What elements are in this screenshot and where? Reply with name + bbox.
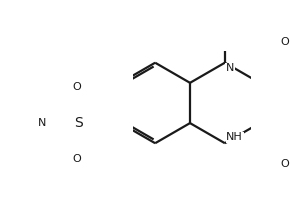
Text: S: S [74, 116, 82, 130]
Text: N: N [38, 118, 46, 128]
Text: NH: NH [226, 132, 243, 142]
Text: O: O [72, 154, 81, 164]
Text: O: O [280, 158, 289, 168]
Text: O: O [280, 37, 289, 47]
Text: N: N [226, 63, 234, 73]
Text: O: O [72, 82, 81, 92]
